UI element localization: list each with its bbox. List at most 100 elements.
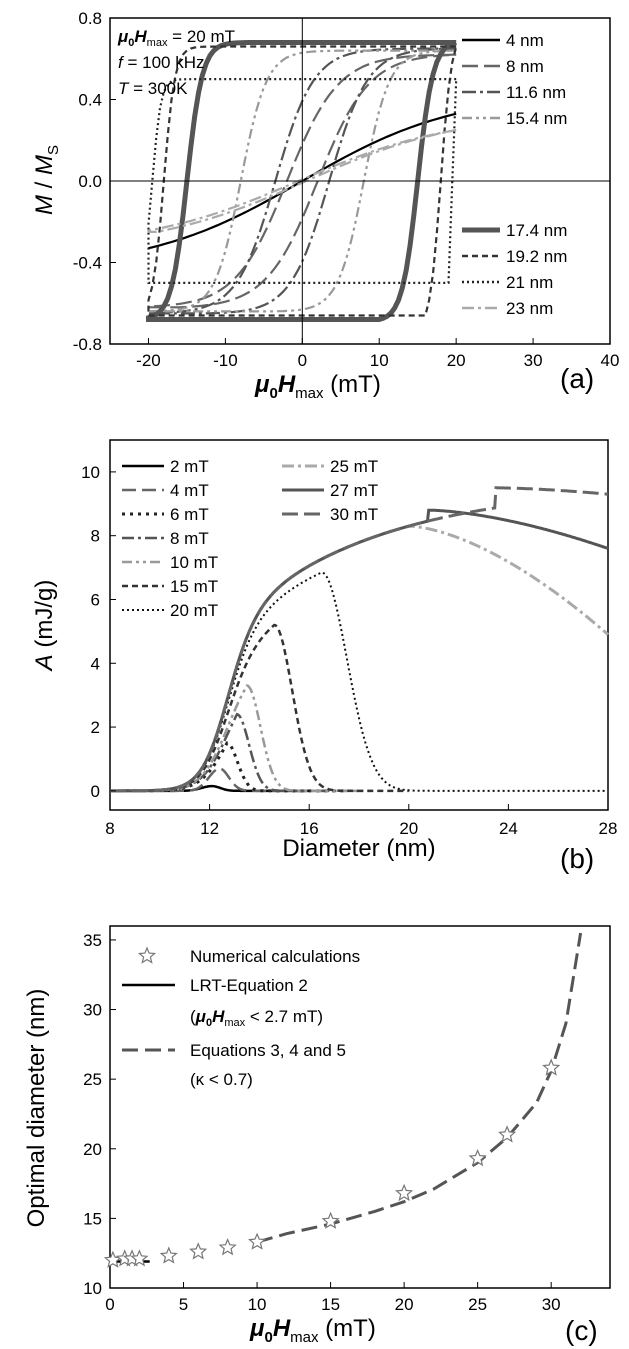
panel-a-hysteresis-chart: -20 -10 0 10 20 30 40 -0.8 -0.4 0.0 0.4 0.8 μ0Hmax (…	[31, 9, 619, 402]
panel-c-legend-star	[137, 946, 157, 964]
panel-b-legend-label: 20 mT	[170, 601, 218, 620]
panel-b-xtick-label: 20	[399, 819, 418, 838]
panel-c-xtick-label: 15	[321, 1295, 340, 1314]
panel-b-ylabel: A (mJ/g)	[31, 580, 58, 673]
panel-b-curve-15-mT	[110, 623, 409, 793]
panel-c-ytick-label: 35	[83, 931, 102, 950]
panel-c-optimal-diameter-chart: 0 5 10 15 20 25 30 10 15 20 25 30 35 μ0Hmax (mT) Optim…	[23, 925, 611, 1346]
panel-a-loop-11-6-nm	[147, 47, 457, 315]
panel-a-xtick-label: 40	[601, 351, 620, 370]
panel-b-ytick-label: 0	[91, 782, 100, 801]
panel-c-point	[189, 1242, 208, 1260]
panel-a-loop-17-4-nm	[146, 40, 457, 322]
panel-c-ytick-label: 30	[83, 1001, 102, 1020]
panel-c-point	[218, 1238, 237, 1256]
panel-b-plot-frame	[109, 439, 609, 811]
panel-a-loop-23-nm	[147, 129, 457, 233]
panel-a-legend-label: 23 nm	[506, 299, 553, 318]
panel-c-ytick-label: 25	[83, 1070, 102, 1089]
panel-b-curve-30-mT	[110, 486, 609, 793]
panel-a-legend-label: 8 nm	[506, 57, 544, 76]
panel-a-axes: -20 -10 0 10 20 30 40 -0.8 -0.4 0.0 0.4 0.8 μ0Hmax (…	[31, 9, 619, 402]
panel-b-ytick-label: 6	[91, 590, 100, 609]
panel-a-xtick-label: -10	[213, 351, 238, 370]
panel-b-xtick-label: 16	[300, 819, 319, 838]
panel-a-ytick-label: 0.8	[78, 9, 102, 28]
panel-a-label: (a)	[560, 363, 594, 394]
panel-b-legend-label: 2 mT	[170, 457, 209, 476]
panel-c-xtick-label: 30	[542, 1295, 561, 1314]
panel-b-legend-label: 4 mT	[170, 481, 209, 500]
panel-a-xtick-label: -20	[136, 351, 161, 370]
panel-c-plot-frame	[109, 925, 611, 1289]
panel-c-legend-label: (μ0Hmax < 2.7 mT)	[190, 1007, 323, 1029]
panel-b-ytick-label: 10	[81, 463, 100, 482]
panel-c-point	[498, 1125, 517, 1143]
panel-c-xtick-label: 5	[179, 1295, 188, 1314]
panel-c-ylabel: Optimal diameter (nm)	[23, 989, 50, 1228]
panel-a-legend-label: 17.4 nm	[506, 221, 567, 240]
panel-c-point	[248, 1232, 267, 1250]
panel-c-point	[395, 1183, 414, 1202]
panel-a-xlabel: μ0Hmax (mT)	[254, 371, 381, 402]
panel-b-ytick-label: 4	[91, 654, 100, 673]
panel-c-legend-label: Equations 3, 4 and 5	[190, 1041, 346, 1060]
panel-b-label: (b)	[560, 843, 594, 874]
panel-b-ytick-label: 2	[91, 718, 100, 737]
panel-a-legend-label: 4 nm	[506, 31, 544, 50]
panel-c-legend: Numerical calculations LRT-Equation 2 (μ0H…	[122, 946, 360, 1089]
panel-b-xtick-label: 8	[105, 819, 114, 838]
panel-c-point	[542, 1058, 561, 1076]
panel-a-legend-label: 11.6 nm	[506, 83, 566, 102]
panel-b-legend-label: 27 mT	[330, 481, 378, 500]
panel-c-point	[468, 1148, 487, 1167]
panel-a-ytick-label: 0.0	[78, 172, 102, 191]
panel-a-xtick-label: 20	[447, 351, 466, 370]
panel-b-legend-label: 30 mT	[330, 505, 378, 524]
panel-b-xlabel: Diameter (nm)	[282, 835, 435, 862]
panel-a-xtick-label: 0	[298, 351, 307, 370]
panel-b-xtick-label: 28	[599, 819, 618, 838]
panel-a-conditions: μ0Hmax = 20 mT f = 100 kHz T = 300K	[117, 27, 235, 98]
panel-b-legend-label: 15 mT	[170, 577, 218, 596]
panel-c-point	[103, 1250, 122, 1268]
panel-b-ytick-label: 8	[91, 527, 100, 546]
panel-c-series-lines	[103, 932, 583, 1268]
panel-c-legend-label: Numerical calculations	[190, 947, 360, 966]
panel-a-condition: μ0Hmax = 20 mT	[117, 27, 235, 49]
panel-a-legend-label: 19.2 nm	[506, 247, 567, 266]
panel-a-loop-19-2-nm	[147, 45, 458, 317]
panel-b-legend-label: 10 mT	[170, 553, 218, 572]
panel-b-legend: 2 mT 4 mT 6 mT 8 mT 10 mT 15 mT 20 mT 25 mT 27 m…	[122, 457, 378, 620]
panel-a-loop-21-nm	[147, 78, 458, 284]
panel-b-curve-10-mT	[110, 684, 372, 793]
panel-b-curve-27-mT	[110, 508, 609, 793]
panel-c-ytick-label: 20	[83, 1140, 102, 1159]
panel-b-curve-8-mT	[110, 712, 359, 793]
panel-a-xtick-label: 10	[370, 351, 389, 370]
panel-a-ytick-label: 0.4	[78, 91, 102, 110]
panel-a-condition: T = 300K	[118, 79, 188, 98]
panel-c-legend-label: LRT-Equation 2	[190, 976, 308, 995]
panel-a-series-lines	[146, 40, 458, 322]
panel-c-xtick-label: 25	[468, 1295, 487, 1314]
panel-a-ytick-label: -0.8	[73, 335, 102, 354]
panel-c-xtick-label: 20	[395, 1295, 414, 1314]
panel-a-xtick-label: 30	[524, 351, 543, 370]
panel-c-xlabel: μ0Hmax (mT)	[249, 1315, 376, 1346]
panel-c-point	[130, 1249, 149, 1267]
panel-a-legend-label: 15.4 nm	[506, 109, 567, 128]
panel-b-xtick-label: 24	[499, 819, 518, 838]
panel-c-point	[321, 1211, 340, 1229]
panel-a-legend: 4 nm 8 nm 11.6 nm 15.4 nm 17.4 nm 19.2 nm 21 n…	[462, 31, 567, 318]
panel-c-ytick-label: 10	[83, 1279, 102, 1298]
panel-c-label: (c)	[565, 1315, 598, 1346]
panel-b-series-lines	[110, 486, 610, 793]
panel-c-equations-curve	[256, 932, 583, 1244]
panel-c-axes: 0 5 10 15 20 25 30 10 15 20 25 30 35 μ0Hmax (mT) Optim…	[23, 931, 561, 1346]
panel-b-xtick-label: 12	[200, 819, 219, 838]
panel-a-legend-label: 21 nm	[506, 273, 553, 292]
